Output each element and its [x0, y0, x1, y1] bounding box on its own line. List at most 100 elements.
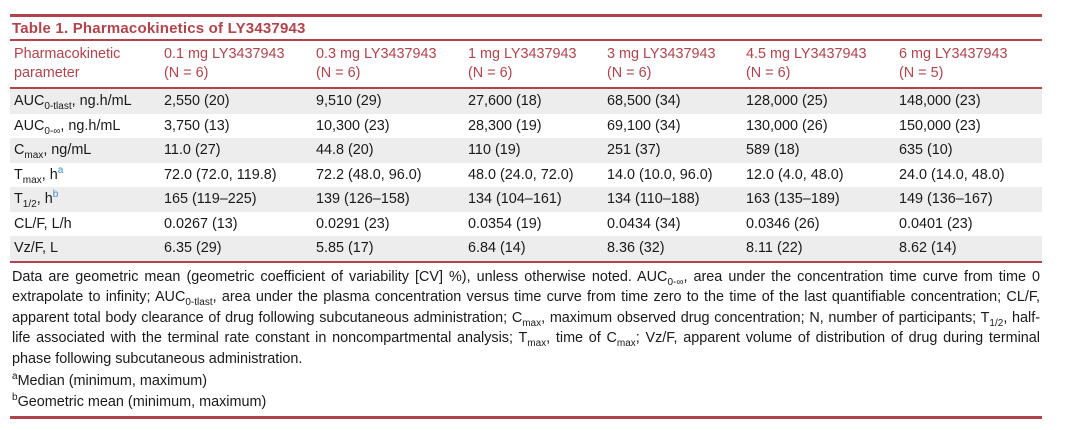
label-sub: max	[22, 174, 42, 186]
table-cell: 6.84 (14)	[464, 236, 603, 263]
header-dose: 1 mg LY3437943 (N = 6)	[464, 41, 603, 89]
table-cell: 69,100 (34)	[607, 117, 681, 134]
label-main: AUC	[14, 93, 45, 110]
dose-label: 6 mg LY3437943	[899, 46, 1008, 62]
label-sub: 0-∞	[44, 125, 61, 137]
row-label: AUC0-∞, ng.h/mL	[10, 114, 160, 139]
note-sub: 1/2	[989, 317, 1004, 329]
footnote-b: bGeometric mean (minimum, maximum)	[10, 392, 1042, 413]
dose-n: (N = 5)	[899, 65, 944, 81]
table-row: Cmax, ng/mL 11.0 (27) 44.8 (20) 110 (19) 251…	[10, 138, 1042, 163]
label-rest: , h	[41, 166, 58, 183]
table-row: AUC0-tlast, ng.h/mL 2,550 (20) 9,510 (29) 2…	[10, 88, 1042, 114]
table-cell: 5.85 (17)	[312, 236, 464, 263]
table-cell: 44.8 (20)	[312, 138, 464, 163]
row-label: T1/2, hb	[10, 187, 160, 212]
header-dose: 3 mg LY3437943 (N = 6)	[603, 41, 742, 89]
table-cell: 148,000 (23)	[895, 88, 1042, 114]
table-row: T1/2, hb 165 (119–225) 139 (126–158) 134 (1…	[10, 187, 1042, 212]
table-cell: 163 (135–189)	[742, 187, 895, 212]
dose-label: 1 mg LY3437943	[468, 46, 577, 62]
row-label: AUC0-tlast, ng.h/mL	[10, 88, 160, 114]
table-cell: 139 (126–158)	[312, 187, 464, 212]
label-main: T	[14, 166, 23, 183]
dose-label: 0.3 mg LY3437943	[316, 46, 437, 62]
dose-n: (N = 6)	[316, 65, 361, 81]
label-main: AUC	[14, 117, 45, 134]
table-cell: 72.2 (48.0, 96.0)	[316, 166, 422, 183]
note-sub: max	[616, 337, 636, 349]
table-cell: 68,500 (34)	[603, 88, 742, 114]
table-cell: 0.0267 (13)	[164, 215, 238, 232]
footnote-marker: a	[12, 371, 18, 383]
table-cell: 8.11 (22)	[742, 236, 895, 263]
table-cell: 128,000 (25)	[742, 88, 895, 114]
note-text: , area under the plasma concentration ve…	[12, 289, 1041, 326]
footnote-marker: a	[57, 164, 64, 176]
table-cell: 134 (110–188)	[603, 187, 742, 212]
row-label: Tmax, ha	[10, 163, 160, 188]
header-dose: 4.5 mg LY3437943 (N = 6)	[742, 41, 895, 89]
note-text: , area under the concentration time curv…	[12, 268, 1040, 306]
note-text: , half-life associated with the terminal…	[12, 309, 1040, 347]
note-sub: 0-tlast	[185, 296, 213, 308]
row-label: Cmax, ng/mL	[10, 138, 160, 163]
table-cell: 110 (19)	[464, 138, 603, 163]
bottom-rule	[10, 416, 1042, 419]
table-cell: 9,510 (29)	[312, 88, 464, 114]
pk-table: Pharmacokinetic parameter 0.1 mg LY34379…	[10, 41, 1042, 263]
table-row: Vz/F, L 6.35 (29) 5.85 (17) 6.84 (14) 8.36 (…	[10, 236, 1042, 263]
dose-label: 0.1 mg LY3437943	[164, 46, 285, 62]
table-cell: 635 (10)	[895, 138, 1042, 163]
header-parameter: Pharmacokinetic parameter	[10, 41, 160, 89]
row-label: CL/F, L/h	[10, 212, 160, 237]
table-cell: 48.0 (24.0, 72.0)	[468, 166, 574, 183]
table-cell: 10,300 (23)	[316, 117, 390, 134]
table-cell: 12.0 (4.0, 48.0)	[746, 166, 844, 183]
header-row: Pharmacokinetic parameter 0.1 mg LY34379…	[10, 41, 1042, 89]
label-rest: , h	[36, 191, 53, 208]
table-cell: 11.0 (27)	[160, 138, 312, 163]
dose-n: (N = 6)	[746, 65, 791, 81]
table-cell: 149 (136–167)	[895, 187, 1042, 212]
table-cell: 165 (119–225)	[160, 187, 312, 212]
header-dose: 0.1 mg LY3437943 (N = 6)	[160, 41, 312, 89]
label-main: C	[14, 142, 25, 159]
note-sub: 0-∞	[667, 276, 684, 288]
table-notes: Data are geometric mean (geometric coeff…	[10, 263, 1042, 372]
row-label: Vz/F, L	[10, 236, 160, 263]
footnote-text: Median (minimum, maximum)	[17, 373, 208, 389]
dose-n: (N = 6)	[607, 65, 652, 81]
note-text: Data are geometric mean (geometric coeff…	[12, 268, 668, 285]
table-cell: 14.0 (10.0, 96.0)	[607, 166, 713, 183]
footnote-text: Geometric mean (minimum, maximum)	[17, 393, 267, 410]
note-text: , maximum observed drug concentration; N…	[541, 309, 990, 326]
label-main: Vz/F, L	[14, 240, 58, 257]
table-body: AUC0-tlast, ng.h/mL 2,550 (20) 9,510 (29) 2…	[10, 88, 1042, 263]
pk-table-figure: Table 1. Pharmacokinetics of LY3437943 P…	[10, 0, 1042, 419]
label-main: T	[14, 191, 23, 208]
dose-n: (N = 6)	[164, 65, 209, 81]
footnote-marker: b	[12, 391, 18, 403]
footnote-a: aMedian (minimum, maximum)	[10, 371, 1042, 392]
table-cell: 134 (104–161)	[464, 187, 603, 212]
table-cell: 130,000 (26)	[746, 117, 828, 134]
table-cell: 2,550 (20)	[160, 88, 312, 114]
label-main: CL/F, L/h	[14, 215, 72, 232]
top-rule	[10, 14, 1042, 17]
header-dose: 0.3 mg LY3437943 (N = 6)	[312, 41, 464, 89]
table-cell: 72.0 (72.0, 119.8)	[164, 166, 277, 183]
table-cell: 0.0434 (34)	[607, 215, 681, 232]
table-cell: 8.36 (32)	[603, 236, 742, 263]
table-cell: 0.0354 (19)	[468, 215, 542, 232]
table-cell: 8.62 (14)	[895, 236, 1042, 263]
label-rest: , ng/mL	[43, 142, 92, 159]
label-sub: 1/2	[22, 199, 37, 211]
table-row: Tmax, ha 72.0 (72.0, 119.8) 72.2 (48.0, 96…	[10, 163, 1042, 188]
table-title: Table 1. Pharmacokinetics of LY3437943	[12, 20, 306, 37]
dose-label: 4.5 mg LY3437943	[746, 46, 867, 62]
table-cell: 28,300 (19)	[468, 117, 542, 134]
header-dose: 6 mg LY3437943 (N = 5)	[895, 41, 1042, 89]
table-cell: 251 (37)	[603, 138, 742, 163]
label-sub: max	[24, 150, 44, 162]
